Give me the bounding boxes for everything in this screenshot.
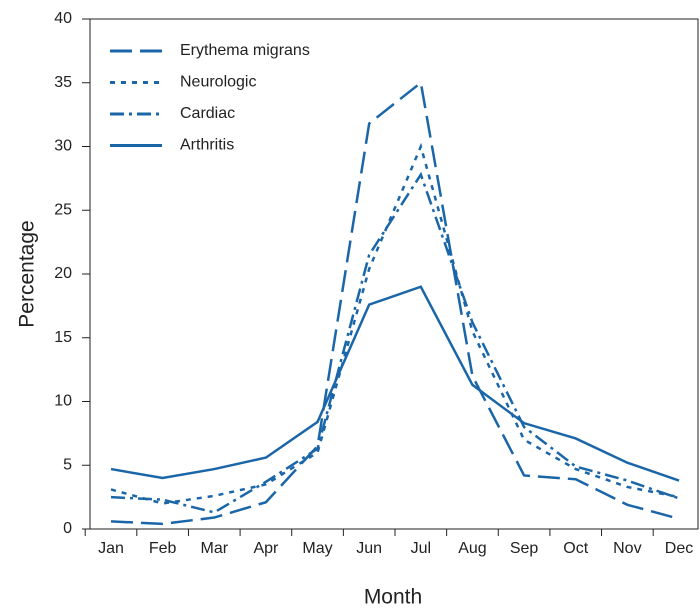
y-tick-label: 35 (54, 74, 72, 91)
series-line (110, 142, 680, 505)
x-tick-label: Nov (613, 540, 641, 557)
x-tick-label: Oct (563, 540, 588, 557)
y-tick-label: 30 (54, 138, 72, 155)
x-tick-label: Aug (458, 540, 486, 557)
y-tick-label: 25 (54, 201, 72, 218)
x-tick-label: Jun (356, 540, 382, 557)
series-line (110, 285, 680, 482)
y-tick-label: 10 (54, 393, 72, 410)
x-axis-label: Month (364, 586, 422, 609)
legend-label: Neurologic (180, 74, 256, 91)
x-tick-label: Sep (510, 540, 539, 557)
y-axis-label: Percentage (16, 220, 39, 327)
series-line (110, 80, 680, 526)
x-tick-label: Mar (200, 540, 228, 557)
x-tick-label: Jul (411, 540, 431, 557)
y-tick-label: 40 (54, 10, 72, 27)
y-tick-label: 15 (54, 329, 72, 346)
x-tick-label: Dec (665, 540, 693, 557)
series-line (110, 171, 680, 514)
legend-label: Cardiac (180, 105, 235, 122)
x-tick-label: May (302, 540, 332, 557)
y-tick-label: 20 (54, 265, 72, 282)
y-tick-label: 0 (63, 520, 72, 537)
legend-label: Arthritis (180, 137, 234, 154)
x-tick-label: Jan (98, 540, 124, 557)
y-tick-label: 5 (63, 456, 72, 473)
x-tick-label: Apr (253, 540, 279, 557)
legend-label: Erythema migrans (180, 42, 310, 59)
x-tick-label: Feb (149, 540, 177, 557)
